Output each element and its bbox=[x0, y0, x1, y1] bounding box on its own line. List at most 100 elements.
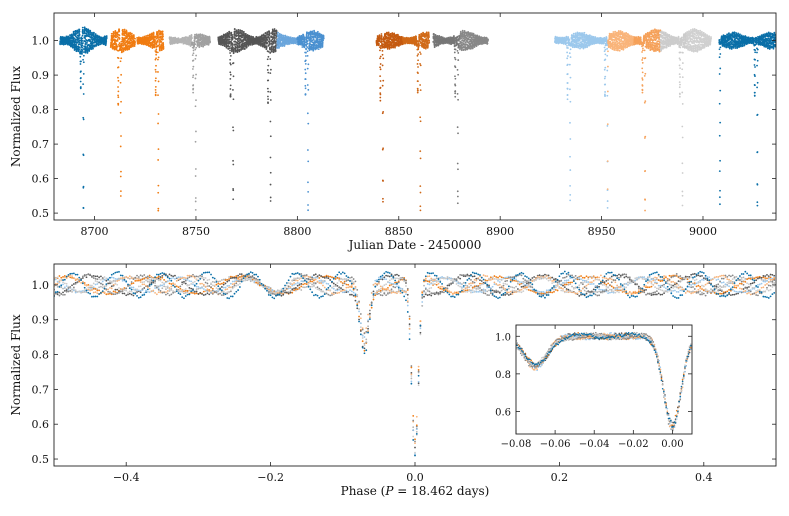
flux-point bbox=[267, 64, 270, 67]
flux-point bbox=[304, 59, 307, 62]
flux-point bbox=[123, 34, 126, 37]
flux-point bbox=[120, 170, 122, 173]
flux-point bbox=[87, 29, 90, 32]
flux-point bbox=[129, 35, 132, 38]
flux-point bbox=[382, 197, 384, 200]
flux-point bbox=[419, 89, 422, 92]
flux-point bbox=[419, 116, 422, 119]
flux-point bbox=[125, 37, 128, 40]
flux-point bbox=[119, 111, 122, 114]
flux-point bbox=[114, 32, 117, 35]
flux-point bbox=[321, 41, 324, 44]
flux-point bbox=[379, 93, 382, 96]
flux-point bbox=[195, 46, 198, 49]
flux-point bbox=[115, 47, 118, 50]
flux-point bbox=[191, 54, 194, 56]
flux-point bbox=[86, 51, 89, 54]
flux-point bbox=[81, 39, 84, 42]
lightcurve-sector bbox=[109, 28, 136, 197]
flux-point bbox=[269, 135, 272, 138]
flux-point bbox=[308, 48, 311, 51]
flux-point bbox=[80, 70, 82, 73]
flux-point bbox=[81, 53, 83, 55]
flux-point bbox=[111, 35, 113, 37]
flux-point bbox=[82, 83, 85, 86]
flux-point bbox=[82, 185, 85, 188]
flux-point bbox=[379, 75, 382, 78]
flux-point bbox=[154, 77, 157, 80]
flux-point bbox=[199, 34, 202, 37]
flux-point bbox=[380, 38, 383, 41]
flux-point bbox=[119, 145, 122, 148]
flux-point bbox=[190, 33, 193, 36]
flux-point bbox=[422, 39, 425, 41]
flux-point bbox=[424, 36, 427, 38]
flux-point bbox=[272, 42, 275, 45]
flux-point bbox=[78, 37, 81, 39]
flux-point bbox=[310, 48, 313, 51]
flux-point bbox=[69, 34, 72, 37]
flux-point bbox=[123, 28, 126, 31]
flux-point bbox=[192, 49, 195, 52]
flux-point bbox=[307, 209, 309, 212]
flux-point bbox=[228, 42, 231, 45]
flux-point bbox=[131, 34, 133, 37]
flux-point bbox=[419, 191, 422, 194]
flux-point bbox=[82, 93, 85, 95]
lightcurve-sector bbox=[217, 28, 256, 201]
flux-point bbox=[70, 43, 73, 46]
flux-point bbox=[419, 209, 422, 212]
flux-point bbox=[154, 35, 157, 38]
flux-point bbox=[415, 35, 417, 38]
flux-point bbox=[269, 99, 272, 101]
flux-point bbox=[65, 36, 68, 39]
flux-point bbox=[229, 49, 231, 52]
flux-point bbox=[271, 45, 274, 48]
flux-point bbox=[133, 35, 135, 38]
flux-point bbox=[390, 46, 393, 49]
flux-point bbox=[89, 29, 92, 32]
flux-point bbox=[157, 80, 160, 83]
flux-point bbox=[101, 42, 103, 45]
flux-point bbox=[156, 40, 159, 43]
flux-point bbox=[417, 59, 419, 62]
flux-point bbox=[422, 32, 425, 35]
flux-point bbox=[72, 46, 74, 49]
flux-point bbox=[316, 30, 319, 33]
flux-point bbox=[306, 40, 309, 43]
flux-point bbox=[232, 89, 234, 91]
flux-point bbox=[121, 50, 123, 52]
flux-point bbox=[148, 44, 150, 47]
flux-point bbox=[152, 32, 155, 35]
flux-point bbox=[85, 28, 88, 30]
flux-point bbox=[268, 43, 271, 46]
flux-point bbox=[284, 35, 287, 38]
flux-point bbox=[82, 58, 84, 61]
flux-point bbox=[85, 30, 88, 33]
flux-point bbox=[162, 43, 165, 46]
flux-point bbox=[269, 171, 272, 174]
lightcurve-sector bbox=[59, 26, 108, 210]
flux-point bbox=[418, 34, 421, 36]
flux-point bbox=[304, 84, 307, 87]
flux-point bbox=[141, 36, 144, 39]
flux-point bbox=[97, 43, 100, 45]
flux-point bbox=[304, 87, 307, 90]
flux-point bbox=[382, 200, 384, 203]
flux-point bbox=[85, 43, 87, 46]
flux-point bbox=[73, 48, 76, 51]
flux-point bbox=[194, 43, 197, 46]
flux-point bbox=[194, 140, 197, 143]
flux-point bbox=[119, 190, 122, 193]
flux-point bbox=[194, 168, 197, 170]
flux-point bbox=[306, 55, 309, 57]
flux-point bbox=[269, 52, 272, 54]
flux-point bbox=[304, 68, 307, 71]
flux-point bbox=[378, 34, 381, 37]
flux-point bbox=[86, 42, 88, 44]
flux-point bbox=[258, 44, 260, 46]
flux-point bbox=[419, 44, 421, 47]
flux-point bbox=[63, 43, 65, 45]
flux-point bbox=[268, 38, 271, 41]
flux-point bbox=[379, 63, 382, 65]
